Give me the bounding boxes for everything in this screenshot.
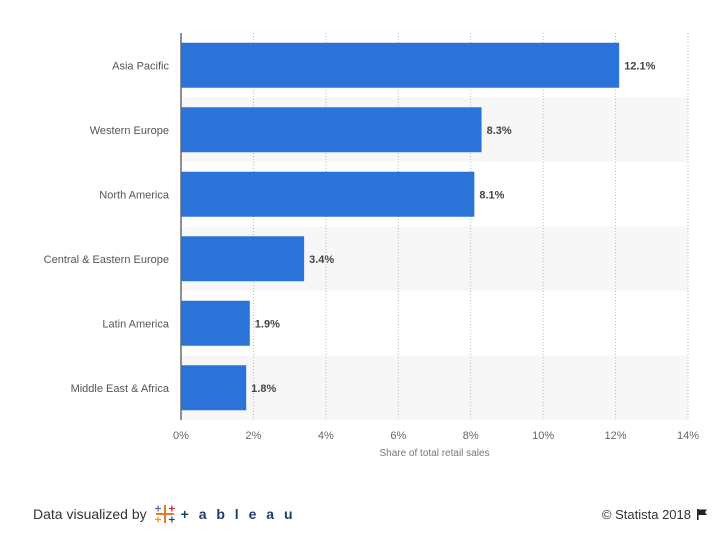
category-label: Middle East & Africa [71,383,170,395]
flag-icon[interactable] [696,508,708,520]
category-label: Latin America [102,318,170,330]
x-tick-label: 2% [245,430,261,442]
x-tick-label: 0% [173,430,189,442]
category-label: North America [99,189,170,201]
value-label: 1.9% [255,318,280,330]
chart-area: Asia Pacific 12.1% Western Europe 8.3% North… [0,0,728,480]
x-tick-label: 14% [677,430,699,442]
bar-chart: Asia Pacific 12.1% Western Europe 8.3% North… [0,0,728,480]
copyright-block: © Statista 2018 [602,500,708,528]
x-tick-label: 6% [390,430,406,442]
bar[interactable] [181,172,474,217]
x-tick-label: 8% [463,430,479,442]
bar[interactable] [181,365,246,410]
tableau-logo[interactable]: + a b l e a u [153,502,296,526]
copyright-text: © Statista 2018 [602,507,691,522]
category-label: Western Europe [90,125,169,137]
x-tick-label: 12% [605,430,627,442]
value-label: 8.1% [479,189,504,201]
value-label: 12.1% [624,60,655,72]
bar[interactable] [181,107,482,152]
tableau-wordmark: + a b l e a u [181,506,296,522]
category-label: Asia Pacific [112,60,169,72]
value-label: 1.8% [251,383,276,395]
bar[interactable] [181,236,304,281]
credit: Data visualized by + a b l e a u [33,500,296,528]
credit-text: Data visualized by [33,506,147,522]
x-axis-title: Share of total retail sales [379,448,489,459]
value-label: 3.4% [309,254,334,266]
value-label: 8.3% [487,125,512,137]
x-tick-label: 4% [318,430,334,442]
bar[interactable] [181,301,250,346]
x-tick-label: 10% [532,430,554,442]
bar[interactable] [181,43,619,88]
tableau-cross-icon [153,502,177,526]
category-label: Central & Eastern Europe [44,254,169,266]
